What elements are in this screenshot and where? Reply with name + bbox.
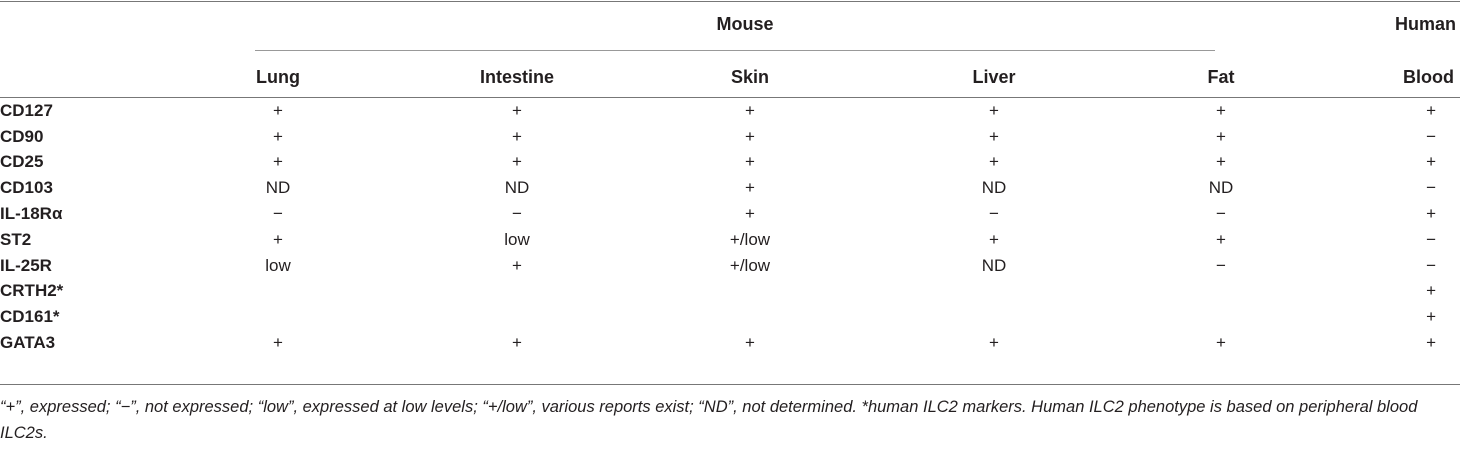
cell-intestine xyxy=(406,279,628,305)
cell-skin: + xyxy=(745,333,755,353)
cell-lung: − xyxy=(273,204,283,224)
cell-lung: + xyxy=(273,126,283,146)
cell-intestine: ND xyxy=(504,178,530,198)
cell-lung: ND xyxy=(265,178,291,198)
column-header-row: Lung Intestine Skin Liver Fat Blood xyxy=(0,56,1460,98)
cell-liver: − xyxy=(989,204,999,224)
cell-lung: low xyxy=(265,255,291,275)
cell-blood: − xyxy=(1426,178,1436,198)
cell-blood: − xyxy=(1426,229,1436,249)
row-label: CD25 xyxy=(0,152,44,172)
cell-liver xyxy=(872,279,1116,305)
cell-fat xyxy=(1116,304,1326,330)
header-bottom-rule xyxy=(0,97,1460,98)
column-header-blood: Blood xyxy=(1403,66,1454,87)
mouse-group-rule xyxy=(255,50,1215,51)
cell-skin xyxy=(628,279,872,305)
cell-intestine xyxy=(406,304,628,330)
column-header-fat: Fat xyxy=(1207,66,1235,87)
cell-fat: − xyxy=(1216,204,1226,224)
cell-blood: + xyxy=(1426,152,1436,172)
table-bottom-rule xyxy=(0,384,1460,385)
row-label: CD103 xyxy=(0,178,53,198)
cell-liver: + xyxy=(989,333,999,353)
column-header-lung: Lung xyxy=(256,66,300,87)
cell-liver: + xyxy=(989,126,999,146)
cell-skin: + xyxy=(745,126,755,146)
cell-fat: + xyxy=(1216,152,1226,172)
cell-fat: + xyxy=(1216,229,1226,249)
cell-skin: +/low xyxy=(729,229,771,249)
cell-liver: ND xyxy=(981,255,1007,275)
cell-lung: + xyxy=(273,100,283,120)
table-row: CRTH2* + xyxy=(0,279,1460,305)
cell-skin xyxy=(628,304,872,330)
table-row: CD103 ND ND + ND ND − xyxy=(0,175,1460,201)
cell-fat: + xyxy=(1216,100,1226,120)
cell-intestine: − xyxy=(512,204,522,224)
cell-fat xyxy=(1116,279,1326,305)
cell-skin: + xyxy=(745,178,755,198)
cell-blood: + xyxy=(1426,100,1436,120)
cell-fat: + xyxy=(1216,333,1226,353)
cell-liver: + xyxy=(989,229,999,249)
cell-liver: + xyxy=(989,152,999,172)
column-header-liver: Liver xyxy=(972,66,1016,87)
table-row: CD127 + + + + + + xyxy=(0,98,1460,124)
column-header-skin: Skin xyxy=(730,66,769,87)
table-row: CD25 + + + + + + xyxy=(0,150,1460,176)
ilc2-marker-table: Lung Intestine Skin Liver Fat Blood CD12… xyxy=(0,56,1460,356)
row-label: IL-25R xyxy=(0,255,52,275)
cell-intestine: + xyxy=(512,100,522,120)
cell-skin: + xyxy=(745,100,755,120)
cell-lung xyxy=(150,304,406,330)
cell-blood: + xyxy=(1426,333,1436,353)
row-label: CRTH2* xyxy=(0,281,64,301)
cell-blood: − xyxy=(1426,126,1436,146)
cell-skin: + xyxy=(745,152,755,172)
row-label: IL-18Rα xyxy=(0,204,63,224)
cell-lung xyxy=(150,279,406,305)
table-row: CD90 + + + + + − xyxy=(0,124,1460,150)
table-row: IL-18Rα − − + − − + xyxy=(0,201,1460,227)
column-header-intestine: Intestine xyxy=(479,66,554,87)
cell-blood: + xyxy=(1426,307,1436,327)
cell-lung: + xyxy=(273,152,283,172)
group-header-human: Human xyxy=(1394,14,1456,34)
table-top-rule xyxy=(0,1,1460,2)
cell-intestine: + xyxy=(512,333,522,353)
cell-blood: + xyxy=(1426,204,1436,224)
cell-intestine: + xyxy=(512,126,522,146)
cell-lung: + xyxy=(273,333,283,353)
cell-intestine: + xyxy=(512,255,522,275)
cell-skin: +/low xyxy=(729,255,771,275)
cell-liver: + xyxy=(989,100,999,120)
cell-intestine: + xyxy=(512,152,522,172)
cell-blood: − xyxy=(1426,255,1436,275)
table-footnote: “+”, expressed; “−”, not expressed; “low… xyxy=(0,398,1418,442)
row-label: ST2 xyxy=(0,229,32,249)
cell-skin: + xyxy=(745,204,755,224)
table-row: ST2 + low +/low + + − xyxy=(0,227,1460,253)
row-label: CD90 xyxy=(0,126,44,146)
table-row: GATA3 + + + + + + xyxy=(0,330,1460,356)
cell-liver xyxy=(872,304,1116,330)
table-row: CD161* + xyxy=(0,304,1460,330)
row-label: GATA3 xyxy=(0,333,56,353)
cell-lung: + xyxy=(273,229,283,249)
row-label: CD161* xyxy=(0,307,60,327)
table-row: IL-25R low + +/low ND − − xyxy=(0,253,1460,279)
cell-intestine: low xyxy=(504,229,530,249)
cell-fat: + xyxy=(1216,126,1226,146)
row-label: CD127 xyxy=(0,100,53,120)
cell-blood: + xyxy=(1426,281,1436,301)
header-empty xyxy=(0,56,150,98)
cell-fat: ND xyxy=(1208,178,1234,198)
cell-fat: − xyxy=(1216,255,1226,275)
cell-liver: ND xyxy=(981,178,1007,198)
